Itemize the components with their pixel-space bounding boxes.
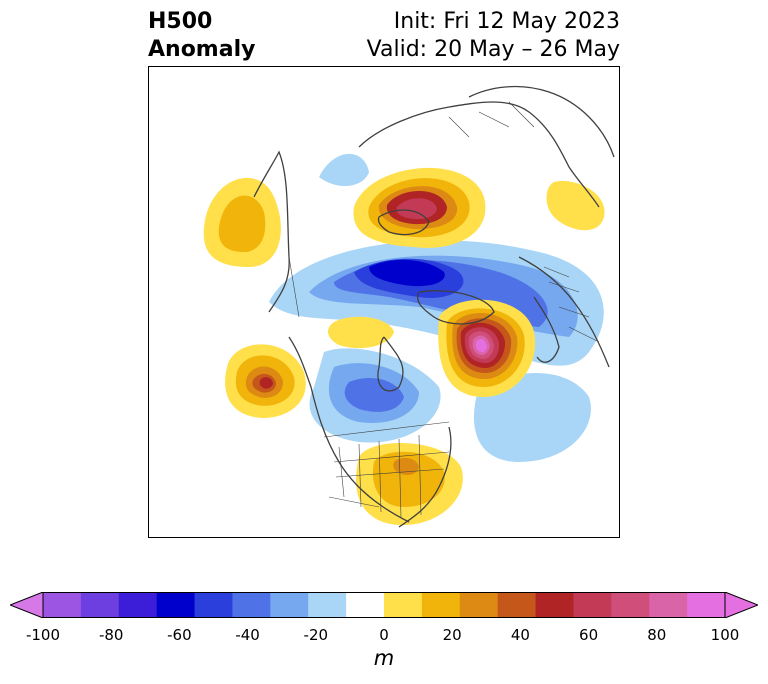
positive-anomaly-north-atlantic (475, 339, 487, 353)
coastline-north-america-west (288, 336, 410, 523)
border-alaska-canada (288, 256, 300, 318)
colorbar-tick-label: 0 (379, 626, 389, 644)
border-europe-lines (543, 266, 600, 343)
colorbar-bin (156, 592, 196, 618)
forecast-dates: Init: Fri 12 May 2023 Valid: 20 May – 26… (367, 8, 620, 64)
colorbar-bin (687, 592, 726, 618)
coastline-europe (518, 256, 610, 368)
colorbar-bin (459, 592, 499, 618)
colorbar (10, 592, 758, 618)
political-borders (288, 101, 600, 518)
colorbar-tick-label: 100 (710, 626, 740, 644)
negative-anomaly-atlantic (473, 373, 591, 462)
colorbar-bin (270, 592, 309, 618)
colorbar-bin (649, 592, 688, 618)
positive-anomaly-eastern-us (372, 451, 445, 507)
colorbar-tick-label: -40 (235, 626, 260, 644)
coastline-greenland (417, 290, 495, 325)
anomaly-map (148, 66, 620, 538)
coastlines (253, 85, 615, 528)
negative-anomaly-northeast (319, 153, 369, 187)
colorbar-bin (573, 592, 612, 618)
coastline-arctic-islands (377, 209, 430, 236)
border-asia-lines (448, 101, 535, 138)
coastline-eurasia-north (358, 101, 600, 208)
colorbar-tick-label: 40 (510, 626, 530, 644)
colorbar-bin (384, 592, 423, 618)
init-date: Init: Fri 12 May 2023 (393, 9, 620, 34)
title-line-2: Anomaly (148, 37, 256, 62)
colorbar-frame (42, 592, 726, 618)
negative-anomaly-arctic (369, 259, 445, 287)
negative-anomaly-east-pacific (344, 377, 404, 412)
colorbar-tick-label: -100 (25, 626, 61, 644)
colorbar-bin (421, 592, 461, 618)
border-state-lines (333, 434, 450, 518)
colorbar-bin (611, 592, 650, 618)
coastline-eastern-us (398, 426, 452, 528)
coastline-alaska-west (253, 150, 290, 313)
positive-anomaly-gulf-of-alaska (259, 377, 273, 389)
colorbar-over-extension (724, 592, 758, 618)
colorbar-bin (80, 592, 120, 618)
colorbar-tick-label: 20 (442, 626, 462, 644)
title-line-1: H500 (148, 9, 213, 34)
colorbar-bin (535, 592, 574, 618)
colorbar-bin (232, 592, 271, 618)
map-canvas (203, 85, 615, 528)
colorbar-under-extension (10, 592, 44, 618)
colorbar-tick-label: -20 (303, 626, 329, 644)
coastline-hudson-bay (377, 336, 404, 392)
positive-anomaly-arctic-east (546, 181, 605, 231)
border-us-canada (323, 421, 450, 438)
colorbar-bin (346, 592, 385, 618)
positive-anomaly-polar-ridge (396, 198, 437, 220)
colorbar-tick-label: 60 (579, 626, 599, 644)
positive-anomaly-northwest (218, 195, 266, 252)
colorbar-tick-label: 80 (647, 626, 667, 644)
valid-date: Valid: 20 May – 26 May (366, 37, 620, 62)
colorbar-unit-label: m (373, 646, 395, 670)
colorbar-bin (43, 592, 82, 618)
colorbar-bin (308, 592, 347, 618)
colorbar-bin (118, 592, 158, 618)
coastline-scandinavia (533, 296, 560, 363)
colorbar-bin (497, 592, 537, 618)
chart-title: H500 Anomaly (148, 8, 255, 64)
colorbar-tick-label: -60 (167, 626, 192, 644)
positive-anomaly-greenland (327, 316, 394, 349)
coastline-asia-east (468, 85, 615, 158)
colorbar-tick-label: -80 (98, 626, 124, 644)
border-us-mexico (328, 496, 380, 508)
positive-anomalies (203, 167, 605, 526)
colorbar-bin (194, 592, 233, 618)
